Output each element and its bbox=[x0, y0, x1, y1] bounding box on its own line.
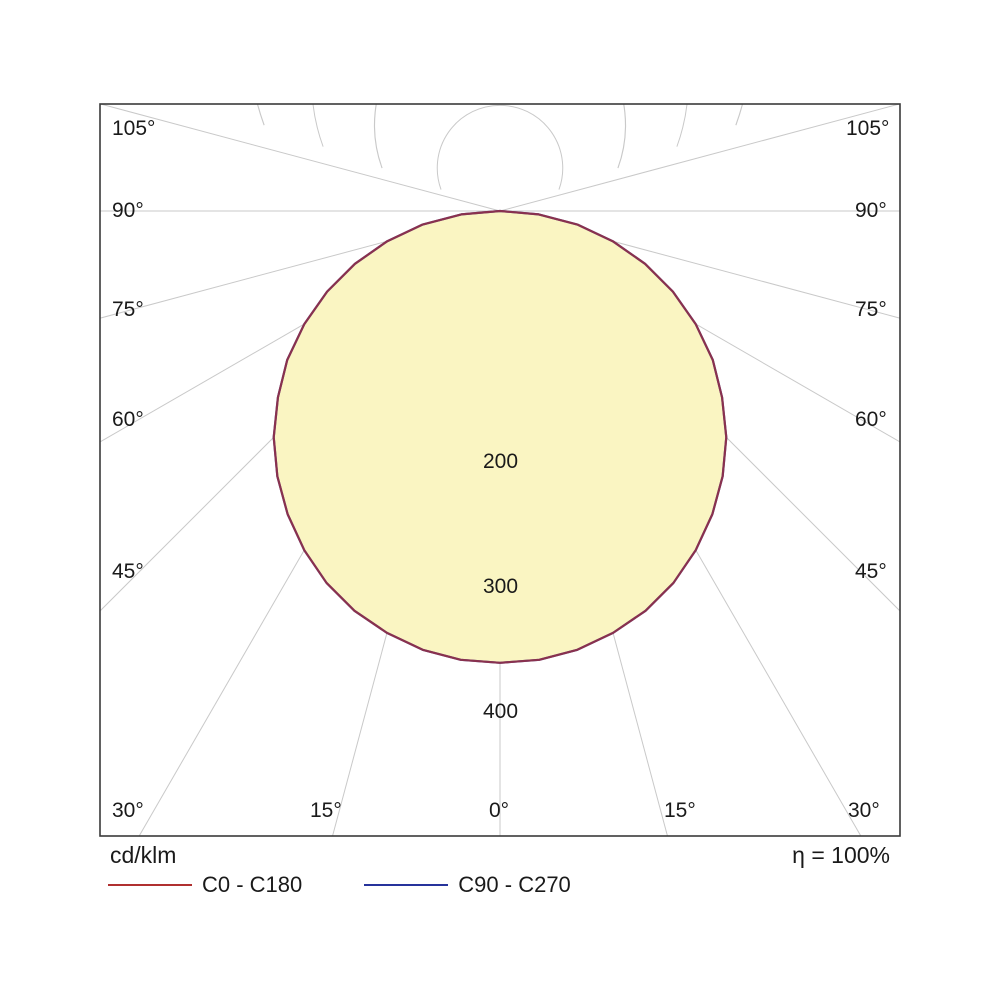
ring-label-2: 400 bbox=[483, 700, 519, 723]
grid-arc bbox=[256, 104, 744, 126]
grid-arc bbox=[436, 104, 564, 190]
angle-label-right-3: 60° bbox=[855, 408, 887, 431]
angle-label-bottom-1: 0° bbox=[489, 799, 510, 822]
angle-label-left-2: 75° bbox=[112, 298, 144, 321]
angle-label-left-3: 60° bbox=[112, 408, 144, 431]
grid-arc bbox=[123, 0, 876, 82]
grid-ray bbox=[100, 210, 501, 319]
legend-item-c0-c180[interactable]: C0 - C180 bbox=[108, 872, 302, 898]
angle-label-right-4: 45° bbox=[855, 560, 887, 583]
grid-arc bbox=[0, 0, 1000, 39]
grid-ray bbox=[499, 210, 900, 319]
grid-ray bbox=[100, 104, 501, 212]
angle-label-left-4: 45° bbox=[112, 560, 144, 583]
legend-label-c0-c180: C0 - C180 bbox=[202, 872, 303, 897]
angle-label-right-2: 75° bbox=[855, 298, 887, 321]
grid-arc bbox=[312, 104, 688, 147]
polar-grid-arcs bbox=[0, 0, 1000, 190]
angle-label-right-0: 105° bbox=[846, 117, 890, 140]
angle-label-bottom-2: 15° bbox=[664, 799, 696, 822]
angle-label-left-5: 30° bbox=[112, 799, 144, 822]
grid-ray bbox=[499, 104, 900, 212]
grid-arc bbox=[61, 0, 940, 61]
efficiency-label: η = 100% bbox=[792, 842, 890, 868]
intensity-curve-fill bbox=[273, 211, 727, 663]
angle-label-bottom-0: 15° bbox=[310, 799, 342, 822]
grid-arc bbox=[186, 0, 814, 104]
legend-swatch-c0-c180 bbox=[108, 884, 192, 886]
angle-label-right-5: 30° bbox=[848, 799, 880, 822]
angle-label-right-1: 90° bbox=[855, 199, 887, 222]
radial-unit-label: cd/klm bbox=[110, 842, 177, 868]
legend-item-c90-c270[interactable]: C90 - C270 bbox=[364, 872, 571, 898]
grid-arc bbox=[0, 0, 1000, 18]
intensity-curve-layer bbox=[272, 209, 728, 664]
ring-label-0: 200 bbox=[483, 450, 519, 473]
legend: C0 - C180 C90 - C270 bbox=[108, 872, 571, 898]
legend-label-c90-c270: C90 - C270 bbox=[458, 872, 571, 897]
grid-arc bbox=[373, 104, 627, 169]
ring-label-1: 300 bbox=[483, 575, 519, 598]
intensity-curve-c0-c180 bbox=[272, 209, 728, 664]
angle-label-left-0: 105° bbox=[112, 117, 156, 140]
plot-frame-border bbox=[99, 103, 901, 837]
angle-label-left-1: 90° bbox=[112, 199, 144, 222]
legend-swatch-c90-c270 bbox=[364, 884, 449, 886]
